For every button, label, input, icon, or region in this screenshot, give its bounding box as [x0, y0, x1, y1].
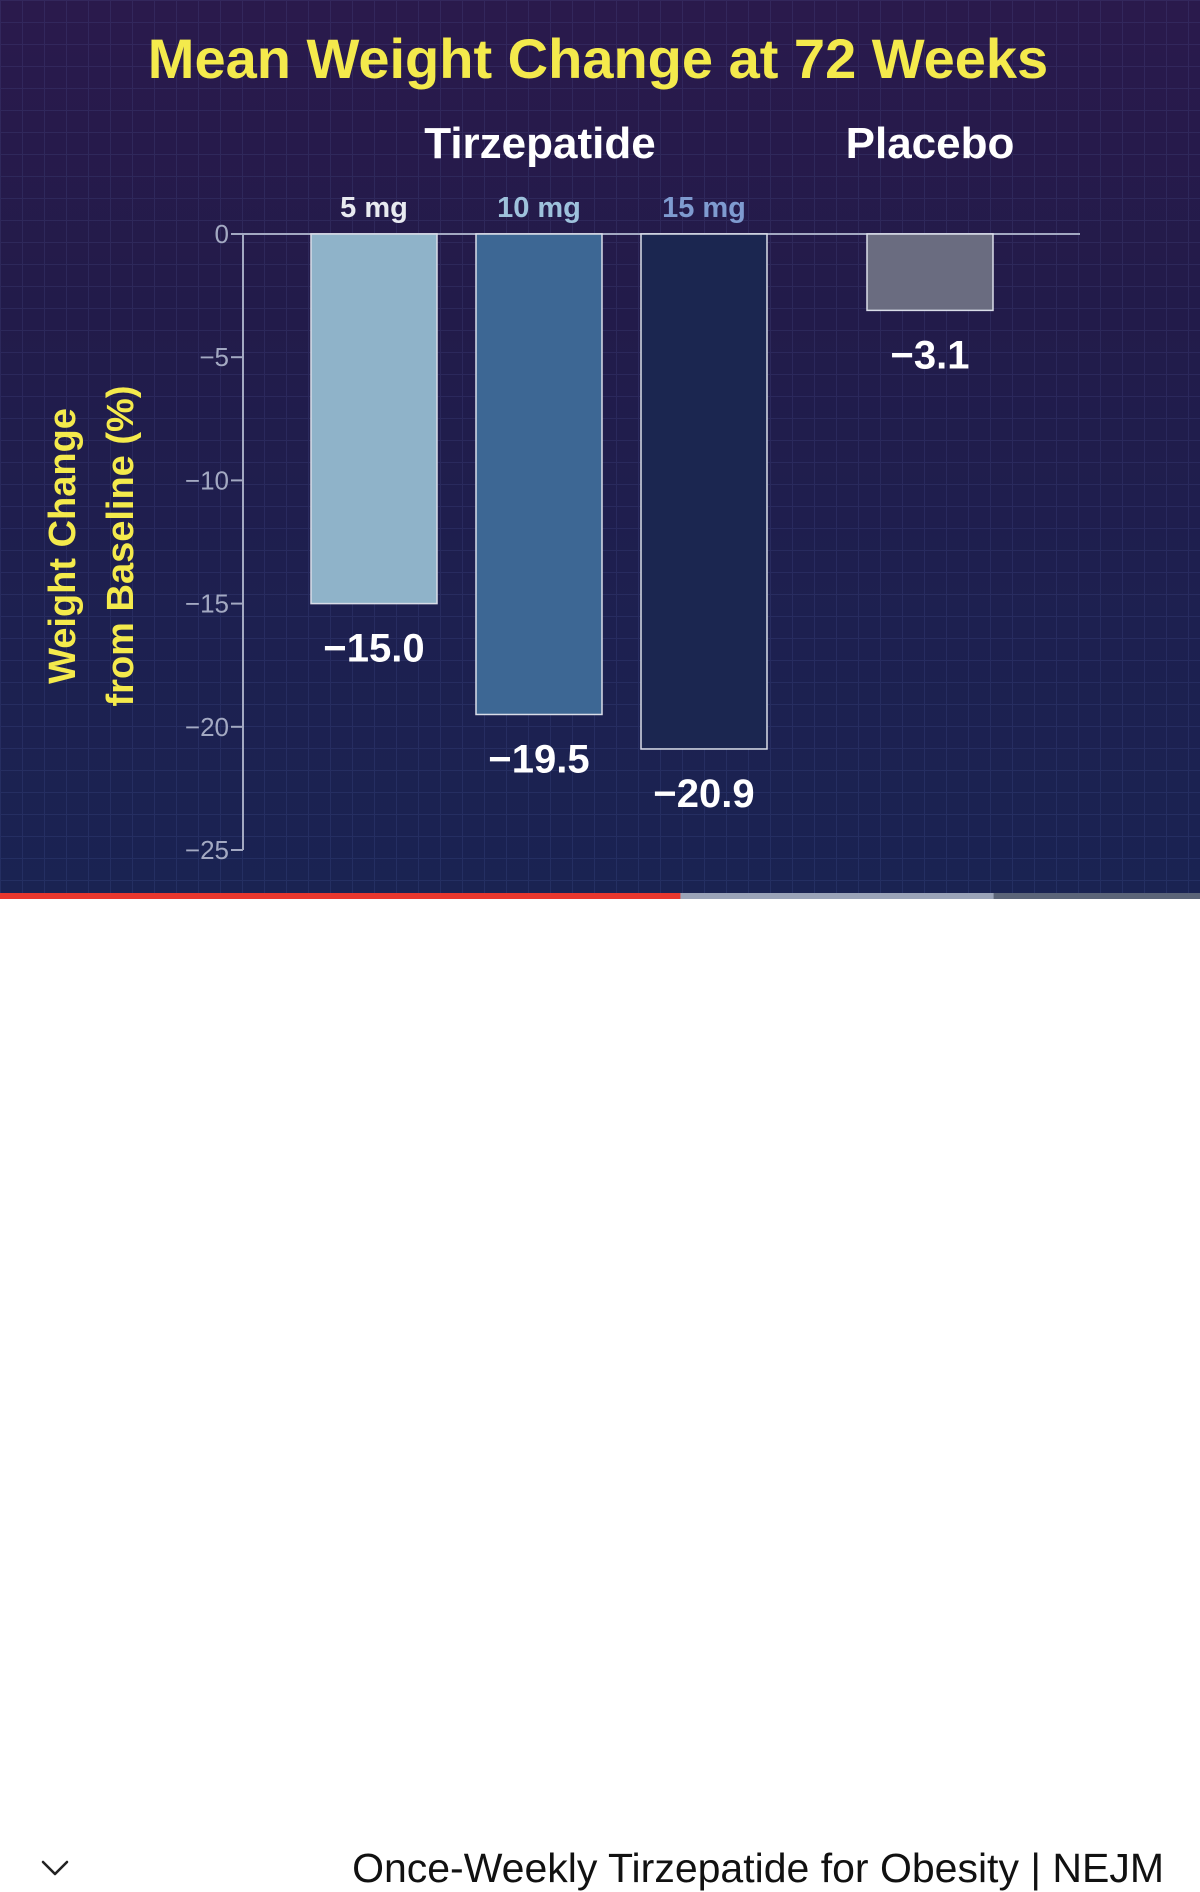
dose-label: 5 mg	[340, 192, 408, 224]
chart-axes: 0 −5 −10 −15 −20 −25	[185, 219, 1080, 865]
bar-5-mg	[310, 233, 438, 605]
bar-value-label: −15.0	[323, 627, 424, 671]
y-tick-label: −20	[185, 712, 229, 742]
y-tick-label: −5	[199, 342, 229, 372]
y-tick-label: −25	[185, 835, 229, 865]
group-label-tirzepatide: Tirzepatide	[424, 119, 655, 168]
y-tick-label: −15	[185, 589, 229, 619]
video-frame[interactable]: Mean Weight Change at 72 Weeks Tirzepati…	[0, 0, 1200, 896]
chart-title: Mean Weight Change at 72 Weeks	[148, 27, 1048, 90]
dose-label: 10 mg	[497, 192, 581, 224]
bar-value-label: −3.1	[891, 333, 970, 377]
y-axis-label-line-2: from Baseline (%)	[100, 386, 142, 707]
chart-bars: −15.0 5 mg −19.5 10 mg −20.9 15 mg −3.1	[310, 192, 994, 816]
y-axis-label-line-1: Weight Change	[42, 408, 84, 684]
bar-value-label: −20.9	[653, 772, 754, 816]
progress-bar[interactable]	[0, 893, 1200, 899]
dose-label: 15 mg	[662, 192, 746, 224]
bar-placebo	[866, 233, 994, 312]
y-tick-label: 0	[215, 219, 229, 249]
bar-10-mg	[475, 233, 603, 716]
bar-value-label: −19.5	[488, 737, 589, 781]
chevron-down-icon[interactable]	[40, 1853, 70, 1883]
video-title[interactable]: Once-Weekly Tirzepatide for Obesity | NE…	[352, 1845, 1164, 1891]
y-axis-label: Weight Change from Baseline (%)	[42, 386, 142, 707]
y-tick-label: −10	[185, 465, 229, 495]
bar-15-mg	[640, 233, 768, 750]
video-info-bar: Once-Weekly Tirzepatide for Obesity | NE…	[0, 899, 1200, 1891]
bar-chart: Mean Weight Change at 72 Weeks Tirzepati…	[42, 27, 1080, 865]
group-label-placebo: Placebo	[846, 119, 1015, 168]
progress-played	[0, 893, 681, 899]
